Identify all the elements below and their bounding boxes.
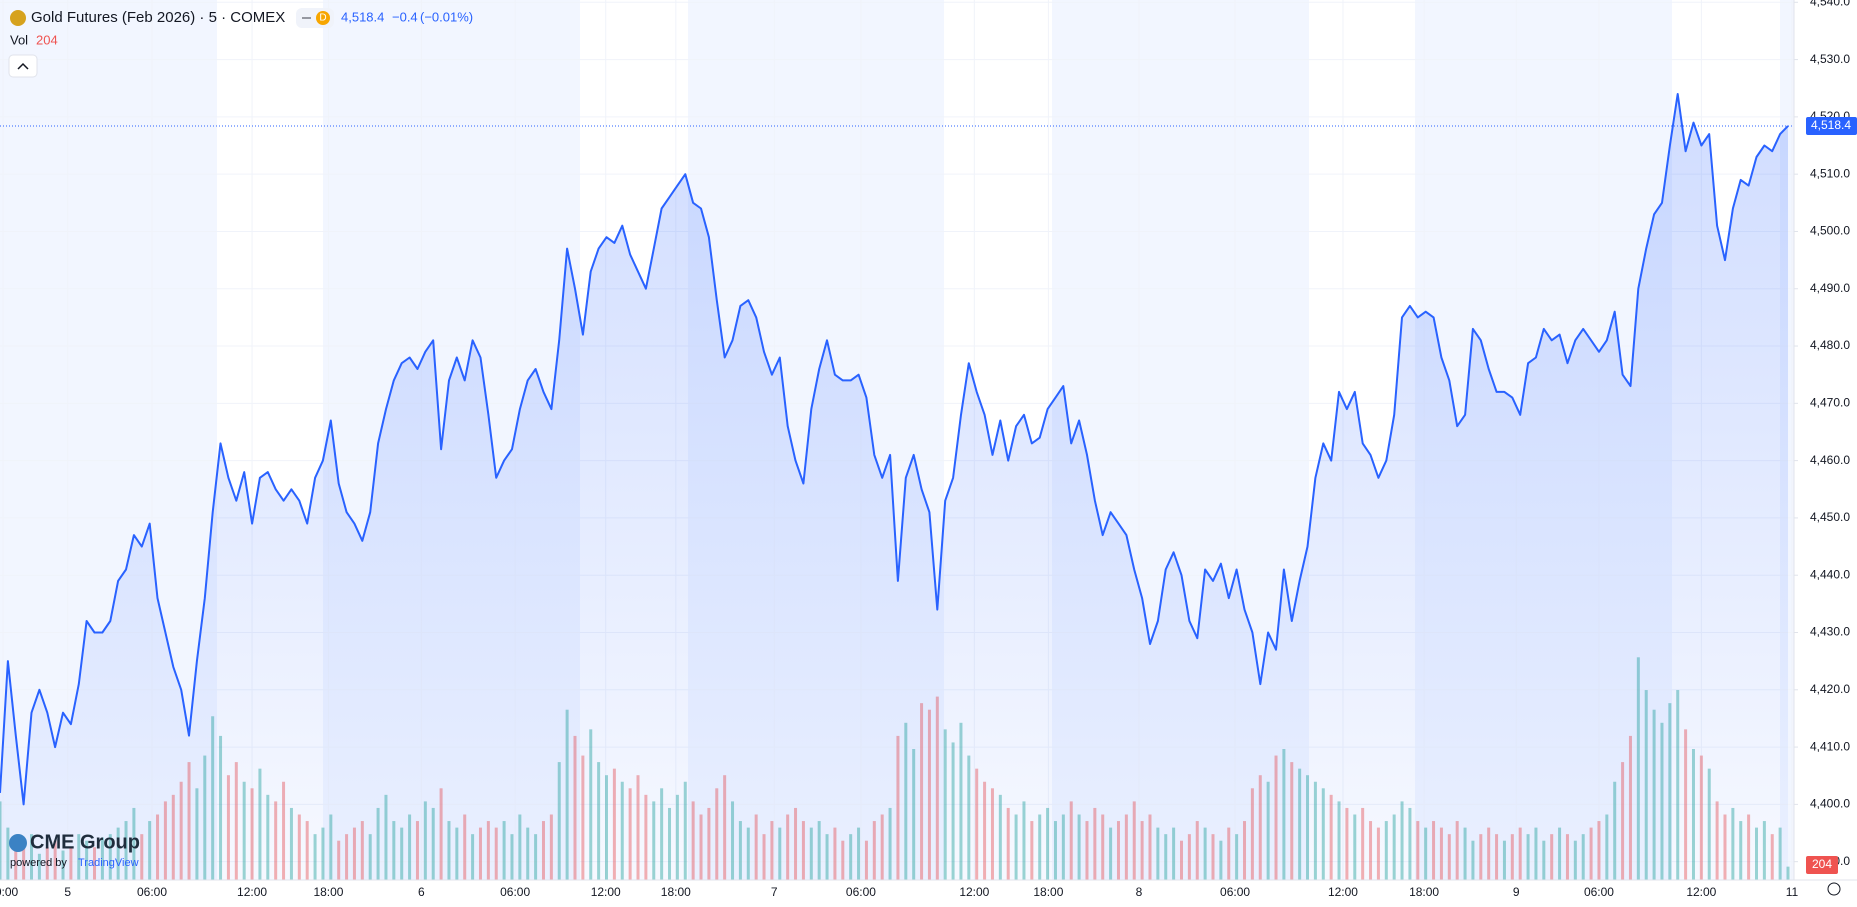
x-tick-label: 5 [64, 885, 71, 899]
quote-change: −0.4 [392, 9, 418, 24]
x-tick-label: 06:00 [846, 885, 876, 899]
y-tick-label: 4,540.0 [1810, 0, 1850, 8]
x-tick-label: 12:00 [237, 885, 267, 899]
y-tick-label: 4,420.0 [1810, 682, 1850, 696]
x-tick-label: 06:00 [1584, 885, 1614, 899]
last-price-tag-label: 4,518.4 [1811, 118, 1851, 132]
x-tick-label: 12:00 [1686, 885, 1716, 899]
price-line [0, 93, 1789, 806]
symbol-icon [10, 10, 26, 26]
x-tick-label: 18:00 [1033, 885, 1063, 899]
y-tick-label: 4,430.0 [1810, 625, 1850, 639]
volume-tag [1806, 856, 1838, 874]
y-tick-label: 4,500.0 [1810, 224, 1850, 238]
x-tick-label: 06:00 [1220, 885, 1250, 899]
y-tick-label: 4,460.0 [1810, 453, 1850, 467]
plot [0, 93, 1794, 880]
tags: 4,518.4 204 [1806, 117, 1857, 874]
badge-text: D [319, 13, 326, 24]
symbol-title: Gold Futures (Feb 2026) · 5 · COMEX [31, 9, 285, 26]
y-tick-label: 4,440.0 [1810, 567, 1850, 581]
x-tick-label: 11 [1786, 885, 1799, 899]
volume-legend-value: 204 [36, 32, 58, 47]
y-tick-label: 4,400.0 [1810, 797, 1850, 811]
x-tick-label: 7 [771, 885, 778, 899]
x-tick-label: 18:00 [1409, 885, 1439, 899]
logo-vendor: TradingView [78, 857, 139, 869]
badge-dash [302, 17, 311, 19]
logo-globe [9, 834, 27, 852]
x-tick-label: 18:00 [313, 885, 343, 899]
collapse-icon [17, 62, 29, 70]
quote-last: 4,518.4 [341, 9, 384, 24]
y-tick-label: 4,480.0 [1810, 338, 1850, 352]
x-tick-label: 06:00 [137, 885, 167, 899]
y-tick-label: 4,470.0 [1810, 396, 1850, 410]
y-tick-label: 4,410.0 [1810, 739, 1850, 753]
logo-brand: CME Group [30, 831, 140, 853]
last-price-tag [1806, 117, 1857, 136]
x-tick-label: 18:00 [661, 885, 691, 899]
x-tick-label: 06:00 [500, 885, 530, 899]
collapse-button[interactable] [8, 54, 38, 78]
x-tick-label: 00:00 [0, 885, 18, 899]
volume-tag-label: 204 [1812, 857, 1832, 871]
legend-header: Gold Futures (Feb 2026) · 5 · COMEX D 4,… [8, 8, 473, 78]
y-tick-label: 4,490.0 [1810, 281, 1850, 295]
time-axis-bg [0, 880, 1794, 907]
settings-icon[interactable] [1827, 882, 1841, 896]
price-axis-bg [1794, 0, 1857, 907]
volume-legend-name: Vol [10, 32, 28, 47]
badge-dot [316, 11, 330, 25]
x-tick-label: 12:00 [591, 885, 621, 899]
price-area [0, 94, 1788, 880]
x-tick-label: 12:00 [1328, 885, 1358, 899]
logo-powered: powered by [10, 857, 67, 869]
x-tick-label: 9 [1513, 885, 1520, 899]
x-tick-label: 12:00 [959, 885, 989, 899]
logo: CME Group powered by TradingView [9, 831, 140, 869]
x-tick-label: 8 [1136, 885, 1143, 899]
y-tick-label: 4,530.0 [1810, 52, 1850, 66]
y-tick-label: 4,450.0 [1810, 510, 1850, 524]
x-tick-label: 6 [418, 885, 425, 899]
quote-change-pct: (−0.01%) [420, 9, 473, 24]
y-tick-label: 4,510.0 [1810, 166, 1850, 180]
